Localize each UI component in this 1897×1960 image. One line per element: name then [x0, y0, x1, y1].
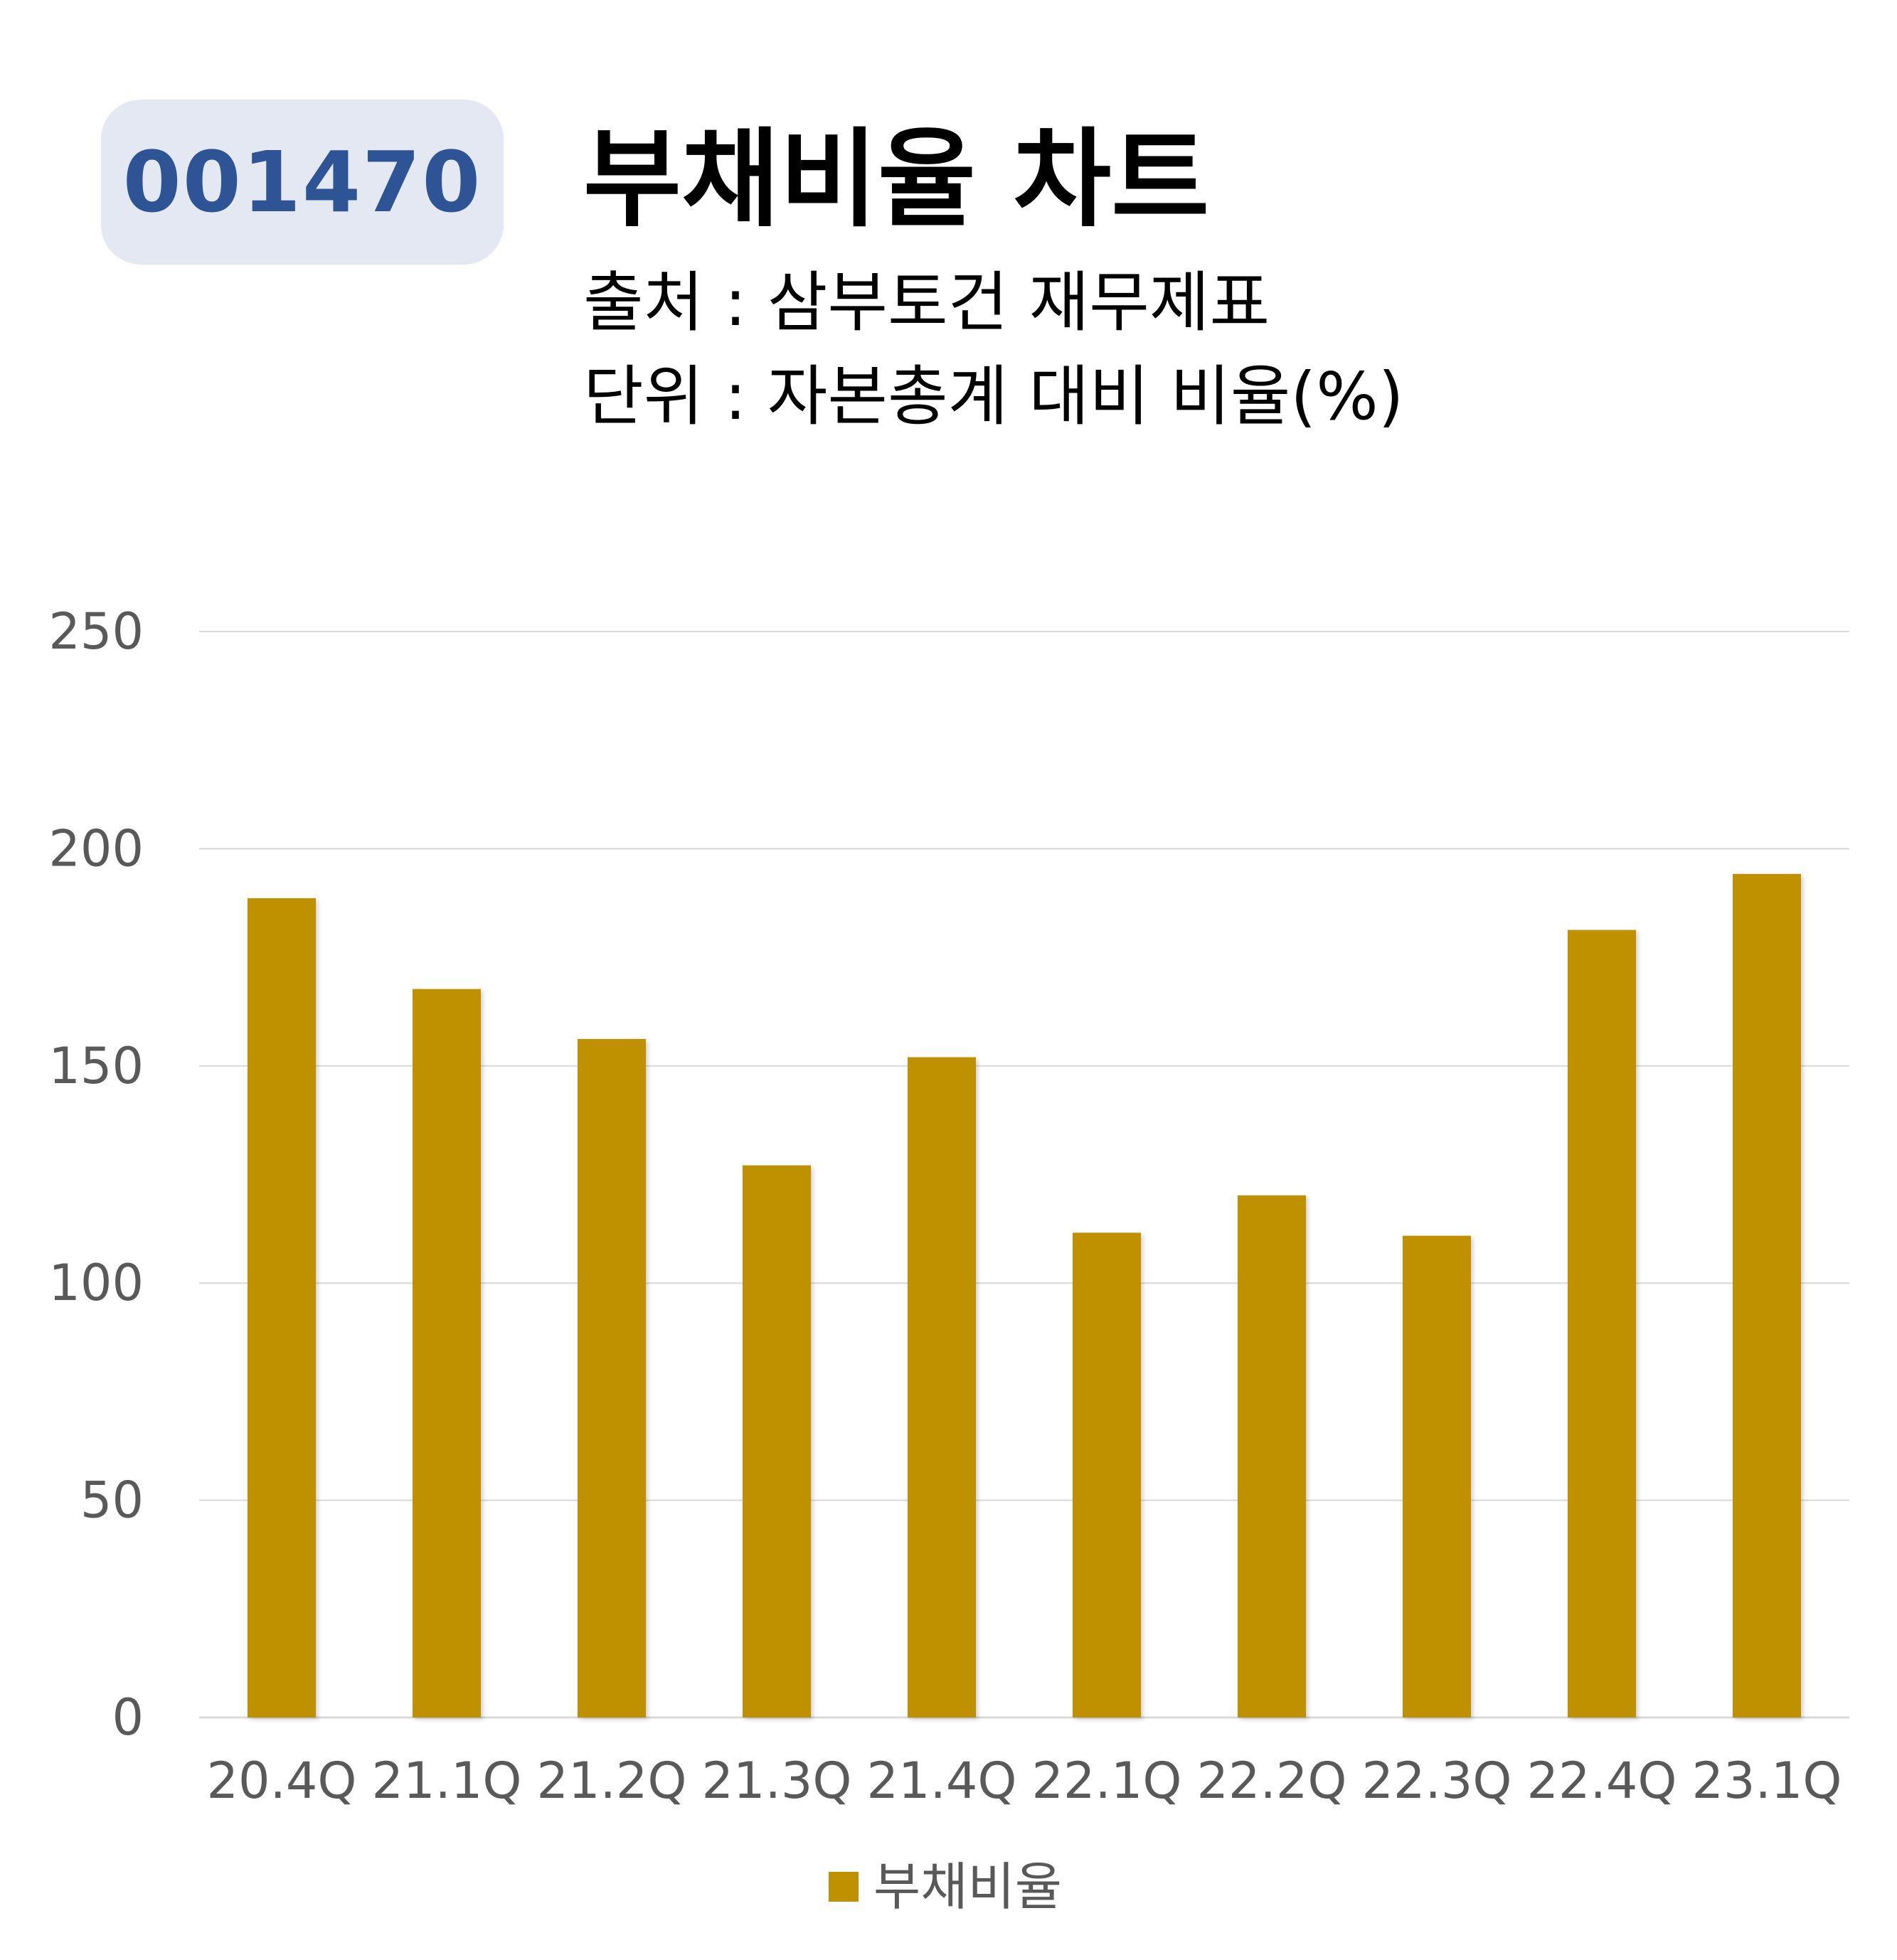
- y-tick-label: 150: [48, 1037, 144, 1095]
- unit-note: 단위 : 자본총계 대비 비율(%): [583, 358, 1404, 435]
- x-tick-label: 22.1Q: [1032, 1752, 1182, 1810]
- bar-22.4Q: [1568, 930, 1636, 1717]
- x-tick-label: 21.4Q: [867, 1752, 1017, 1810]
- x-tick-label: 21.1Q: [372, 1752, 522, 1810]
- y-tick-label: 0: [112, 1688, 144, 1747]
- bar-21.4Q: [908, 1057, 976, 1717]
- bar-21.3Q: [743, 1165, 811, 1717]
- bars: [248, 873, 1801, 1717]
- y-tick-label: 200: [48, 819, 144, 878]
- x-tick-label: 21.3Q: [702, 1752, 852, 1810]
- y-tick-label: 50: [80, 1471, 144, 1530]
- legend-label: 부채비율: [873, 1857, 1062, 1917]
- x-tick-label: 22.4Q: [1527, 1752, 1677, 1810]
- chart-title: 부채비율 차트: [583, 118, 1210, 242]
- y-axis-ticks: 0 50 100 150 200 250: [48, 602, 144, 1747]
- x-tick-label: 21.2Q: [537, 1752, 687, 1810]
- x-tick-label: 22.3Q: [1362, 1752, 1512, 1810]
- x-tick-label: 23.1Q: [1692, 1752, 1842, 1810]
- bar-21.2Q: [578, 1038, 646, 1717]
- x-tick-label: 22.2Q: [1197, 1752, 1347, 1810]
- bar-22.2Q: [1238, 1195, 1306, 1717]
- bar-20.4Q: [248, 898, 316, 1717]
- x-axis-ticks: 20.4Q 21.1Q 21.2Q 21.3Q 21.4Q 22.1Q 22.2Q 22.3Q…: [207, 1752, 1842, 1810]
- legend-swatch: [829, 1872, 859, 1902]
- bar-22.3Q: [1403, 1235, 1471, 1717]
- bar-23.1Q: [1733, 873, 1801, 1717]
- y-tick-label: 100: [48, 1254, 144, 1312]
- bar-22.1Q: [1073, 1232, 1141, 1717]
- stock-code-badge: 001470: [101, 100, 504, 265]
- legend: 부채비율: [829, 1857, 1062, 1917]
- source-note: 출처 : 삼부토건 재무제표: [583, 265, 1270, 341]
- bar-21.1Q: [413, 989, 481, 1717]
- x-tick-label: 20.4Q: [207, 1752, 357, 1810]
- y-tick-label: 250: [48, 602, 144, 661]
